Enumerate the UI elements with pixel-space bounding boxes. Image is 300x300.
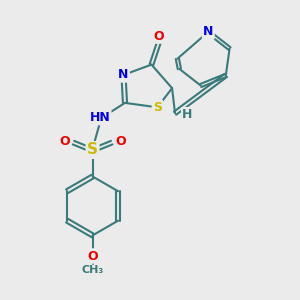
Text: O: O xyxy=(87,250,98,262)
Text: CH₃: CH₃ xyxy=(82,266,104,275)
Text: O: O xyxy=(115,135,126,148)
Text: S: S xyxy=(87,142,98,158)
Text: HN: HN xyxy=(90,111,110,124)
Text: N: N xyxy=(203,26,213,38)
Text: S: S xyxy=(153,101,162,114)
Text: O: O xyxy=(59,135,70,148)
Text: O: O xyxy=(154,29,164,43)
Text: H: H xyxy=(182,108,193,121)
Text: N: N xyxy=(118,68,129,81)
